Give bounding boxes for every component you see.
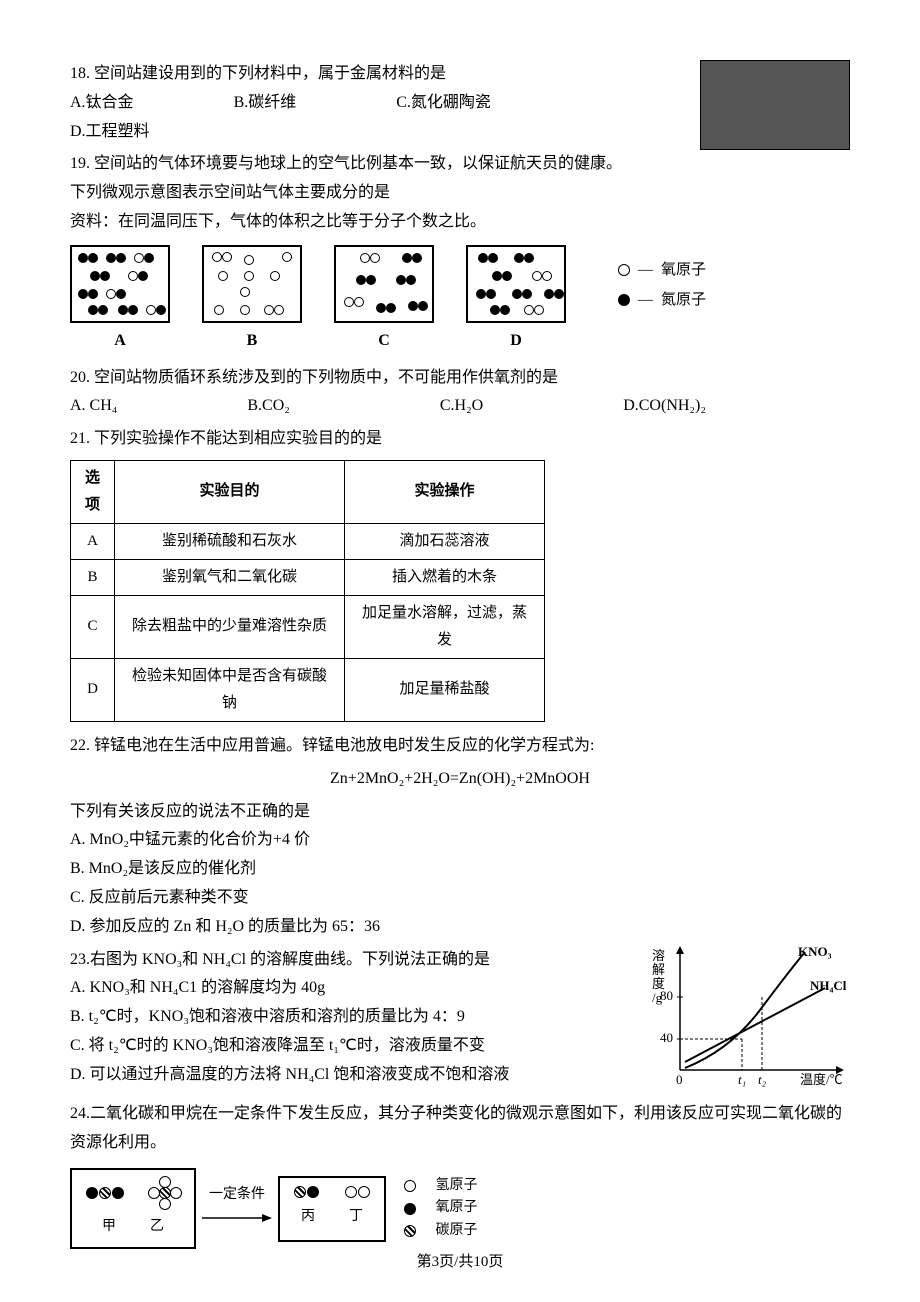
q24-text: 24.二氧化碳和甲烷在一定条件下发生反应，其分子种类变化的微观示意图如下，利用该…	[70, 1100, 850, 1158]
table-cell: 除去粗盐中的少量难溶性杂质	[115, 595, 345, 658]
q20-option-b: B.CO₂	[247, 392, 289, 421]
q20-options: A. CH₄ B.CO₂ C.H₂O D.CO(NH₂)₂	[70, 392, 850, 421]
q19-diagrams: A B	[70, 245, 850, 356]
q18-option-c: C.氮化硼陶瓷	[396, 89, 491, 118]
solubility-graph: 溶 解 度 /g 80 40 KNO₃ NH₄Cl t₁ t₂ 温度/℃ 0	[650, 940, 850, 1101]
molecule-co	[294, 1186, 319, 1198]
reaction-arrow: 一定条件	[202, 1182, 272, 1236]
table-cell: 鉴别稀硫酸和石灰水	[115, 523, 345, 559]
space-station-image	[700, 60, 850, 150]
question-24: 24.二氧化碳和甲烷在一定条件下发生反应，其分子种类变化的微观示意图如下，利用该…	[70, 1100, 850, 1249]
question-18: 18. 空间站建设用到的下列材料中，属于金属材料的是 A.钛合金 B.碳纤维 C…	[70, 60, 850, 146]
page-footer: 第3页/共10页	[0, 1249, 920, 1276]
q19-label-a: A	[70, 327, 170, 356]
legend-n-label: 氮原子	[661, 285, 706, 315]
q19-line2: 下列微观示意图表示空间站气体主要成分的是	[70, 179, 850, 208]
table-cell: D	[71, 658, 115, 721]
q21-text: 21. 下列实验操作不能达到相应实验目的的是	[70, 425, 850, 454]
question-22: 22. 锌锰电池在生活中应用普遍。锌锰电池放电时发生反应的化学方程式为: Zn+…	[70, 732, 850, 942]
q19-label-b: B	[202, 327, 302, 356]
q21-th-0: 选项	[71, 460, 115, 523]
molecule-ch4	[150, 1178, 180, 1208]
q19-line1: 19. 空间站的气体环境要与地球上的空气比例基本一致，以保证航天员的健康。	[70, 150, 850, 179]
arrow-label: 一定条件	[202, 1182, 272, 1207]
table-cell: 鉴别氧气和二氧化碳	[115, 559, 345, 595]
svg-text:80: 80	[660, 988, 673, 1003]
products-box: 丙 丁	[278, 1176, 386, 1242]
q22-option-c: C. 反应前后元素种类不变	[70, 884, 850, 913]
q18-options: A.钛合金 B.碳纤维 C.氮化硼陶瓷 D.工程塑料	[70, 89, 690, 147]
reactant-label-a: 甲	[102, 1214, 116, 1239]
legend-o: 氧原子	[436, 1197, 478, 1219]
q20-option-d: D.CO(NH₂)₂	[623, 392, 706, 421]
product-label-a: 丙	[301, 1204, 315, 1229]
molecule-h2	[345, 1186, 370, 1198]
q22-prompt: 下列有关该反应的说法不正确的是	[70, 798, 850, 827]
svg-text:40: 40	[660, 1030, 673, 1045]
carbon-atom-icon	[404, 1225, 416, 1237]
q22-equation: Zn+2MnO₂+2H₂O=Zn(OH)₂+2MnOOH	[70, 765, 850, 794]
molecule-co2	[86, 1187, 124, 1199]
q19-diagram-c: C	[334, 245, 434, 356]
q19-diagram-d: D	[466, 245, 566, 356]
svg-text:溶: 溶	[652, 948, 665, 963]
legend-h: 氢原子	[436, 1175, 478, 1197]
reactant-label-b: 乙	[150, 1214, 164, 1239]
question-20: 20. 空间站物质循环系统涉及到的下列物质中，不可能用作供氧剂的是 A. CH₄…	[70, 364, 850, 422]
q21-th-1: 实验目的	[115, 460, 345, 523]
q19-label-d: D	[466, 327, 566, 356]
q24-reaction-diagram: 甲 乙 一定条件 丙 丁 氢原子 氧原子 碳原子	[70, 1168, 850, 1249]
q19-diagram-a: A	[70, 245, 170, 356]
product-label-b: 丁	[349, 1204, 363, 1229]
q18-option-a: A.钛合金	[70, 89, 134, 118]
q22-text: 22. 锌锰电池在生活中应用普遍。锌锰电池放电时发生反应的化学方程式为:	[70, 732, 850, 761]
svg-text:温度/℃: 温度/℃	[800, 1072, 843, 1087]
question-19: 19. 空间站的气体环境要与地球上的空气比例基本一致，以保证航天员的健康。 下列…	[70, 150, 850, 355]
svg-text:t₁: t₁	[738, 1072, 746, 1087]
legend-o-label: 氧原子	[661, 255, 706, 285]
q20-text: 20. 空间站物质循环系统涉及到的下列物质中，不可能用作供氧剂的是	[70, 364, 850, 393]
table-cell: 检验未知固体中是否含有碳酸钠	[115, 658, 345, 721]
q19-legend: —氧原子 —氮原子	[618, 255, 706, 315]
q22-option-b: B. MnO₂是该反应的催化剂	[70, 855, 850, 884]
table-cell: 加足量稀盐酸	[345, 658, 545, 721]
svg-text:NH₄Cl: NH₄Cl	[810, 978, 847, 993]
svg-text:t₂: t₂	[758, 1072, 767, 1087]
svg-text:KNO₃: KNO₃	[798, 944, 832, 959]
reactants-box: 甲 乙	[70, 1168, 196, 1249]
legend-c: 碳原子	[436, 1220, 478, 1242]
svg-text:0: 0	[676, 1072, 683, 1087]
table-cell: 加足量水溶解，过滤，蒸发	[345, 595, 545, 658]
q19-line3: 资料：在同温同压下，气体的体积之比等于分子个数之比。	[70, 208, 850, 237]
q19-diagram-b: B	[202, 245, 302, 356]
q24-legend: 氢原子 氧原子 碳原子	[404, 1175, 478, 1242]
q22-option-d: D. 参加反应的 Zn 和 H₂O 的质量比为 65：36	[70, 913, 850, 942]
table-cell: B	[71, 559, 115, 595]
q19-label-c: C	[334, 327, 434, 356]
q21-th-2: 实验操作	[345, 460, 545, 523]
q20-option-c: C.H₂O	[440, 392, 483, 421]
table-cell: A	[71, 523, 115, 559]
nitrogen-atom-icon	[618, 294, 630, 306]
oxygen-atom-icon	[404, 1203, 416, 1215]
question-23: 溶 解 度 /g 80 40 KNO₃ NH₄Cl t₁ t₂ 温度/℃ 0 2…	[70, 946, 850, 1090]
q18-option-d: D.工程塑料	[70, 118, 150, 147]
q22-option-a: A. MnO₂中锰元素的化合价为+4 价	[70, 826, 850, 855]
q21-table: 选项 实验目的 实验操作 A 鉴别稀硫酸和石灰水 滴加石蕊溶液 B 鉴别氧气和二…	[70, 460, 545, 722]
svg-text:解: 解	[652, 962, 665, 977]
question-21: 21. 下列实验操作不能达到相应实验目的的是 选项 实验目的 实验操作 A 鉴别…	[70, 425, 850, 722]
hydrogen-atom-icon	[404, 1180, 416, 1192]
table-cell: 滴加石蕊溶液	[345, 523, 545, 559]
oxygen-atom-icon	[618, 264, 630, 276]
table-cell: 插入燃着的木条	[345, 559, 545, 595]
table-cell: C	[71, 595, 115, 658]
q18-option-b: B.碳纤维	[234, 89, 297, 118]
q20-option-a: A. CH₄	[70, 392, 117, 421]
